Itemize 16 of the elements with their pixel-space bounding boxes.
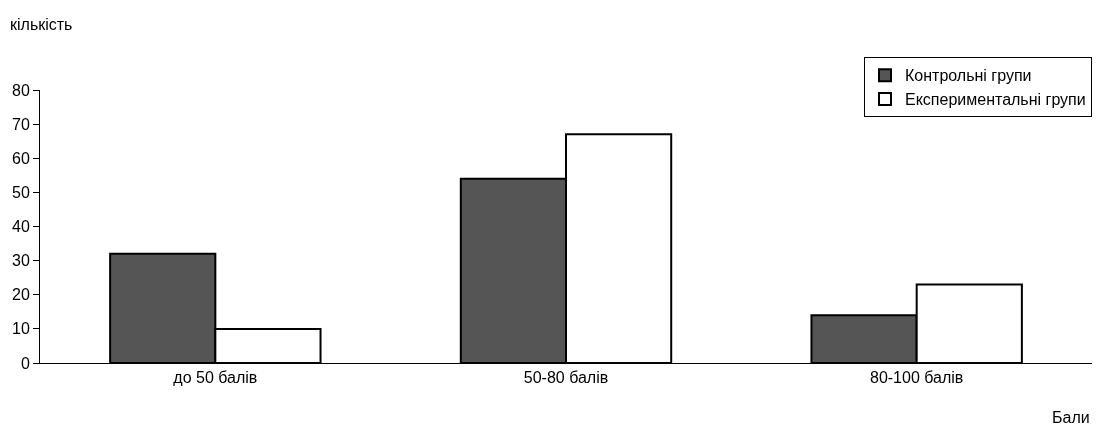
legend-label: Контрольні групи bbox=[905, 67, 1032, 85]
legend-label: Експериментальні групи bbox=[905, 91, 1086, 109]
y-tick-label: 20 bbox=[12, 286, 30, 304]
x-axis-title: Бали bbox=[1052, 409, 1090, 426]
y-tick-label: 70 bbox=[12, 115, 30, 133]
y-axis-title: кількість bbox=[10, 16, 73, 33]
y-tick-label: 50 bbox=[12, 183, 30, 201]
y-tick-label: 40 bbox=[12, 218, 30, 236]
x-tick-label: до 50 балів bbox=[173, 369, 258, 387]
y-tick-label: 30 bbox=[12, 252, 30, 270]
y-tick-label: 0 bbox=[20, 354, 30, 372]
y-tick-label: 10 bbox=[12, 320, 30, 338]
y-tick-label: 60 bbox=[12, 149, 30, 167]
x-tick-label: 80-100 балів bbox=[869, 369, 964, 387]
x-tick-label: 50-80 балів bbox=[523, 369, 609, 387]
y-tick-label: 80 bbox=[12, 81, 30, 99]
